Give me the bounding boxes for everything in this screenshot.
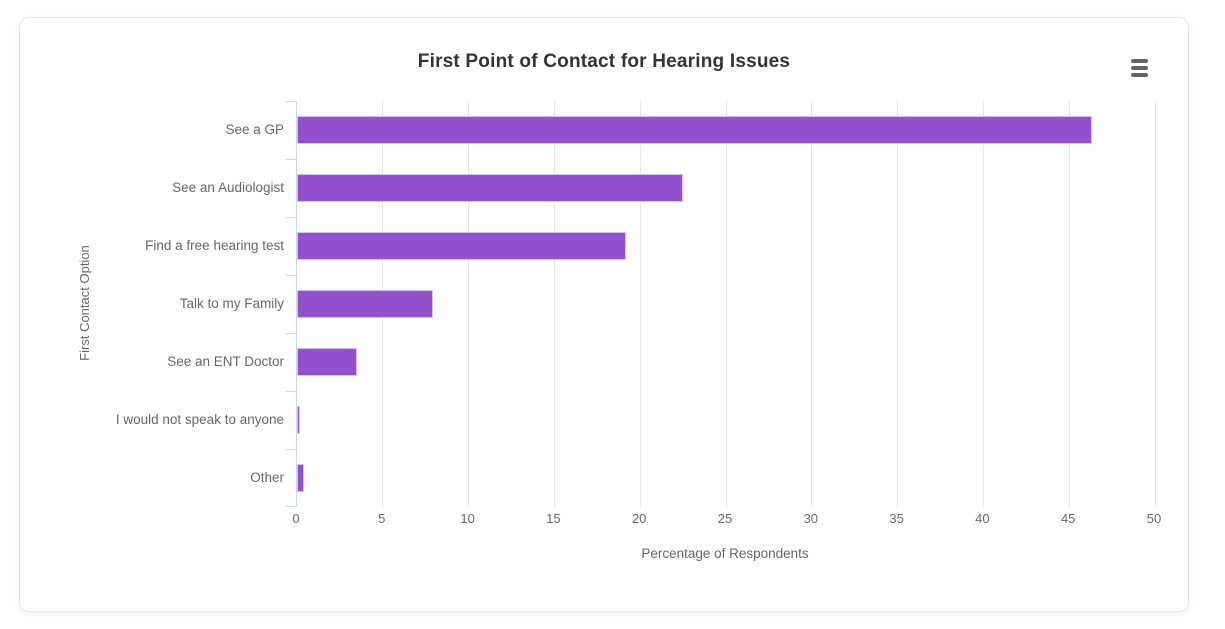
- plot-area: [286, 101, 1156, 507]
- x-axis-tick-label: 35: [889, 511, 904, 526]
- hamburger-line: [1130, 73, 1148, 77]
- axis-tick: [286, 101, 297, 102]
- axis-tick: [286, 159, 297, 160]
- gridline: [639, 101, 641, 507]
- chart-title: First Point of Contact for Hearing Issue…: [417, 51, 791, 72]
- category-label: I would not speak to anyone: [115, 412, 284, 427]
- category-label: See a GP: [225, 122, 284, 137]
- bar[interactable]: [297, 232, 627, 260]
- axis-tick: [286, 275, 297, 276]
- bar[interactable]: [297, 174, 684, 202]
- axis-tick: [286, 449, 297, 450]
- x-axis-tick-label: 5: [378, 511, 386, 526]
- hamburger-line: [1130, 66, 1148, 70]
- chart-card: First Point of Contact for Hearing Issue…: [19, 17, 1189, 612]
- bar[interactable]: [297, 290, 433, 318]
- x-axis-tick-label: 0: [292, 511, 300, 526]
- category-label: Other: [250, 470, 284, 485]
- axis-tick: [286, 391, 297, 392]
- category-label: See an ENT Doctor: [167, 354, 284, 369]
- axis-tick: [286, 217, 297, 218]
- category-label: Talk to my Family: [179, 296, 284, 311]
- bar[interactable]: [297, 406, 301, 434]
- x-axis-tick-label: 25: [717, 511, 733, 526]
- x-axis-tick-label: 30: [803, 511, 819, 526]
- gridline: [897, 101, 899, 507]
- x-axis-tick-label: 20: [631, 511, 647, 526]
- x-axis-tick-label: 40: [975, 511, 990, 526]
- axis-tick: [286, 506, 297, 507]
- x-axis-tick-label: 45: [1060, 511, 1076, 526]
- gridline: [982, 101, 984, 507]
- gridline: [553, 101, 555, 507]
- x-axis-tick-label: 10: [460, 511, 475, 526]
- gridline: [468, 101, 470, 507]
- chart-context-menu-button[interactable]: [1124, 54, 1154, 82]
- bar[interactable]: [297, 464, 304, 492]
- gridline: [725, 101, 727, 507]
- x-axis-title: Percentage of Respondents: [641, 546, 809, 561]
- gridline: [1154, 101, 1156, 507]
- category-label: See an Audiologist: [172, 180, 284, 195]
- x-axis-tick-label: 50: [1146, 511, 1162, 526]
- gridline: [811, 101, 813, 507]
- x-axis-tick-label: 15: [546, 511, 561, 526]
- bar[interactable]: [297, 348, 358, 376]
- hamburger-line: [1130, 59, 1148, 63]
- hamburger-icon: [1130, 59, 1148, 77]
- gridline: [1068, 101, 1070, 507]
- bar[interactable]: [297, 116, 1092, 144]
- axis-tick: [286, 333, 297, 334]
- category-label: Find a free hearing test: [145, 238, 284, 253]
